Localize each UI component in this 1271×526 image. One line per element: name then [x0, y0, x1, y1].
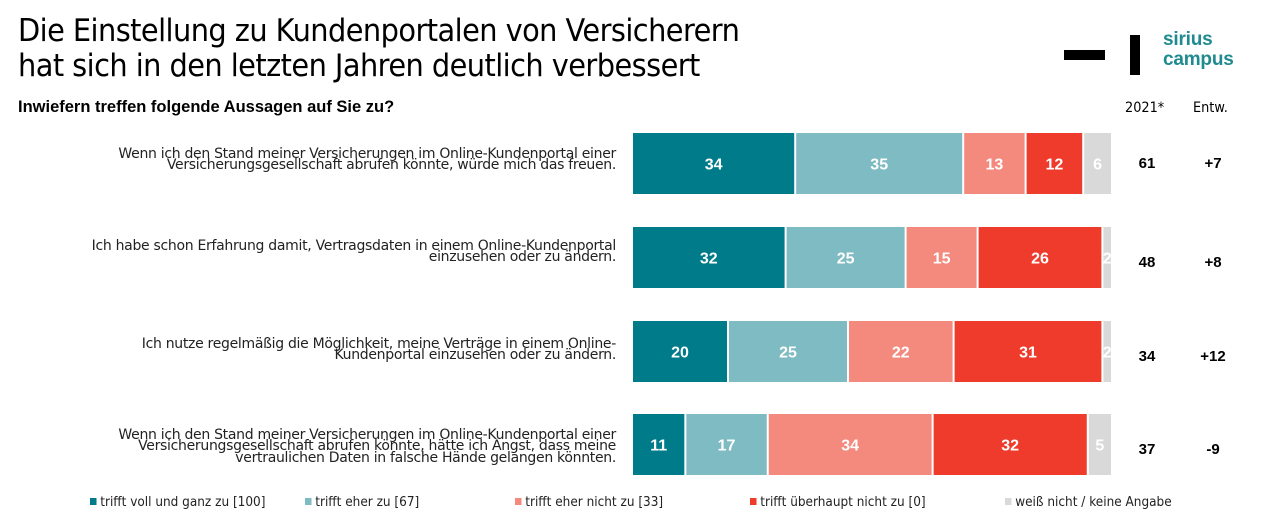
legend-swatch — [90, 498, 97, 505]
legend-swatch — [750, 498, 757, 505]
bar-segment-eher-nicht — [964, 133, 1025, 194]
row-label: Ich nutze regelmäßig die Möglichkeit, me… — [16, 335, 617, 363]
bar-segment-eher-nicht — [768, 414, 932, 475]
row-label-line: Wenn ich den Stand meiner Versicherungen… — [118, 145, 616, 162]
row-label-line: Versicherungsgesellschaft abrufen könnte… — [166, 157, 616, 173]
logo-dash-mark — [1064, 50, 1105, 60]
bar-data-label: 35 — [870, 157, 888, 174]
bar-segment-eher — [796, 133, 963, 194]
bar-segment-eher — [729, 321, 847, 382]
development-value: +7 — [1204, 154, 1222, 172]
chart-title-line-1: Die Einstellung zu Kundenportalen von Ve… — [18, 13, 740, 49]
bar-segment-eher — [786, 227, 905, 288]
bar-data-label: 32 — [700, 251, 718, 268]
chart-legend: trifft voll und ganz zu [100] trifft eher… — [0, 495, 1271, 513]
bar-data-label: 2 — [1103, 345, 1112, 362]
legend-item: trifft voll und ganz zu [100] — [90, 495, 265, 510]
column-header-development: Entw. — [1193, 100, 1228, 116]
legend-label: trifft voll und ganz zu [100] — [100, 495, 266, 510]
bar-segment-ueberhaupt-nicht — [978, 227, 1102, 288]
bar-data-label: 12 — [1046, 157, 1064, 174]
bar-data-label: 26 — [1031, 251, 1049, 268]
bar-data-label: 22 — [892, 345, 910, 362]
row-label: Wenn ich den Stand meiner Versicherungen… — [16, 145, 616, 173]
bar-segment-weiss-nicht — [1103, 321, 1111, 382]
row-label-line: Kundenportal einzusehen oder zu ändern. — [334, 347, 616, 363]
bar-data-label: 13 — [986, 157, 1004, 174]
bar-segment-weiss-nicht — [1088, 414, 1111, 475]
bar-segment-voll — [633, 414, 685, 475]
chart-subtitle: Inwiefern treffen folgende Aussagen auf … — [18, 98, 395, 116]
row-label-line: Versicherungsgesellschaft abrufen könnte… — [138, 438, 616, 455]
row-label-line: vertraulichen Daten in falsche Hände gel… — [235, 449, 616, 466]
row-label-line: Wenn ich den Stand meiner Versicherungen… — [118, 426, 616, 443]
development-value: +8 — [1204, 253, 1222, 271]
legend-swatch — [1005, 498, 1012, 505]
bar-segment-weiss-nicht — [1084, 133, 1111, 194]
bar-data-label: 20 — [671, 345, 689, 362]
bar-data-label: 32 — [1001, 438, 1019, 455]
row-label: Wenn ich den Stand meiner Versicherungen… — [16, 426, 616, 466]
legend-item: weiß nicht / keine Angabe — [1005, 495, 1172, 510]
legend-swatch — [515, 498, 522, 505]
index-2021-value: 34 — [1138, 347, 1156, 365]
bar-segment-voll — [633, 227, 785, 288]
logo-bar-mark — [1130, 35, 1140, 75]
bar-data-label: 34 — [705, 157, 723, 174]
bar-data-label: 15 — [933, 251, 951, 268]
bar-segment-eher-nicht — [849, 321, 953, 382]
bar-data-label: 17 — [718, 438, 736, 455]
bar-data-label: 34 — [841, 438, 859, 455]
bar-data-label: 31 — [1019, 345, 1037, 362]
bar-segment-ueberhaupt-nicht — [954, 321, 1102, 382]
development-value: +12 — [1200, 347, 1226, 365]
bar-data-label: 6 — [1093, 157, 1102, 174]
bar-segment-eher — [686, 414, 767, 475]
bar-data-label: 2 — [1103, 251, 1112, 268]
legend-item: trifft eher zu [67] — [305, 495, 419, 510]
row-label-line: einzusehen oder zu ändern. — [428, 249, 617, 265]
logo-text-line-2: campus — [1163, 49, 1234, 70]
index-2021-value: 48 — [1138, 253, 1156, 271]
legend-swatch — [305, 498, 312, 505]
bar-segment-voll — [633, 321, 727, 382]
legend-label: weiß nicht / keine Angabe — [1015, 495, 1172, 510]
legend-item: trifft eher nicht zu [33] — [515, 495, 663, 510]
bar-segment-ueberhaupt-nicht — [933, 414, 1087, 475]
bar-data-label: 25 — [837, 251, 855, 268]
legend-item: trifft überhaupt nicht zu [0] — [750, 495, 926, 510]
bar-segment-voll — [633, 133, 795, 194]
bar-data-label: 25 — [779, 345, 797, 362]
chart-title: Die Einstellung zu Kundenportalen von Ve… — [18, 13, 740, 84]
legend-label: trifft eher zu [67] — [315, 495, 420, 510]
legend-label: trifft überhaupt nicht zu [0] — [760, 495, 926, 510]
row-label: Ich habe schon Erfahrung damit, Vertrags… — [16, 237, 617, 265]
bar-data-label: 5 — [1095, 438, 1104, 455]
bar-segment-ueberhaupt-nicht — [1026, 133, 1083, 194]
column-header-2021: 2021* — [1125, 100, 1165, 116]
bar-segment-weiss-nicht — [1103, 227, 1111, 288]
index-2021-value: 37 — [1138, 440, 1156, 458]
row-label-line: Ich habe schon Erfahrung damit, Vertrags… — [91, 237, 617, 254]
bar-data-label: 11 — [650, 438, 667, 455]
development-value: -9 — [1206, 440, 1220, 458]
logo-text-line-1: sirius — [1163, 29, 1213, 50]
row-label-line: Ich nutze regelmäßig die Möglichkeit, me… — [141, 335, 617, 352]
logo-text: sirius campus — [1163, 30, 1234, 70]
bar-segment-eher-nicht — [906, 227, 977, 288]
chart-title-line-2: hat sich in den letzten Jahren deutlich … — [18, 48, 700, 84]
legend-label: trifft eher nicht zu [33] — [525, 495, 664, 510]
index-2021-value: 61 — [1138, 154, 1156, 172]
